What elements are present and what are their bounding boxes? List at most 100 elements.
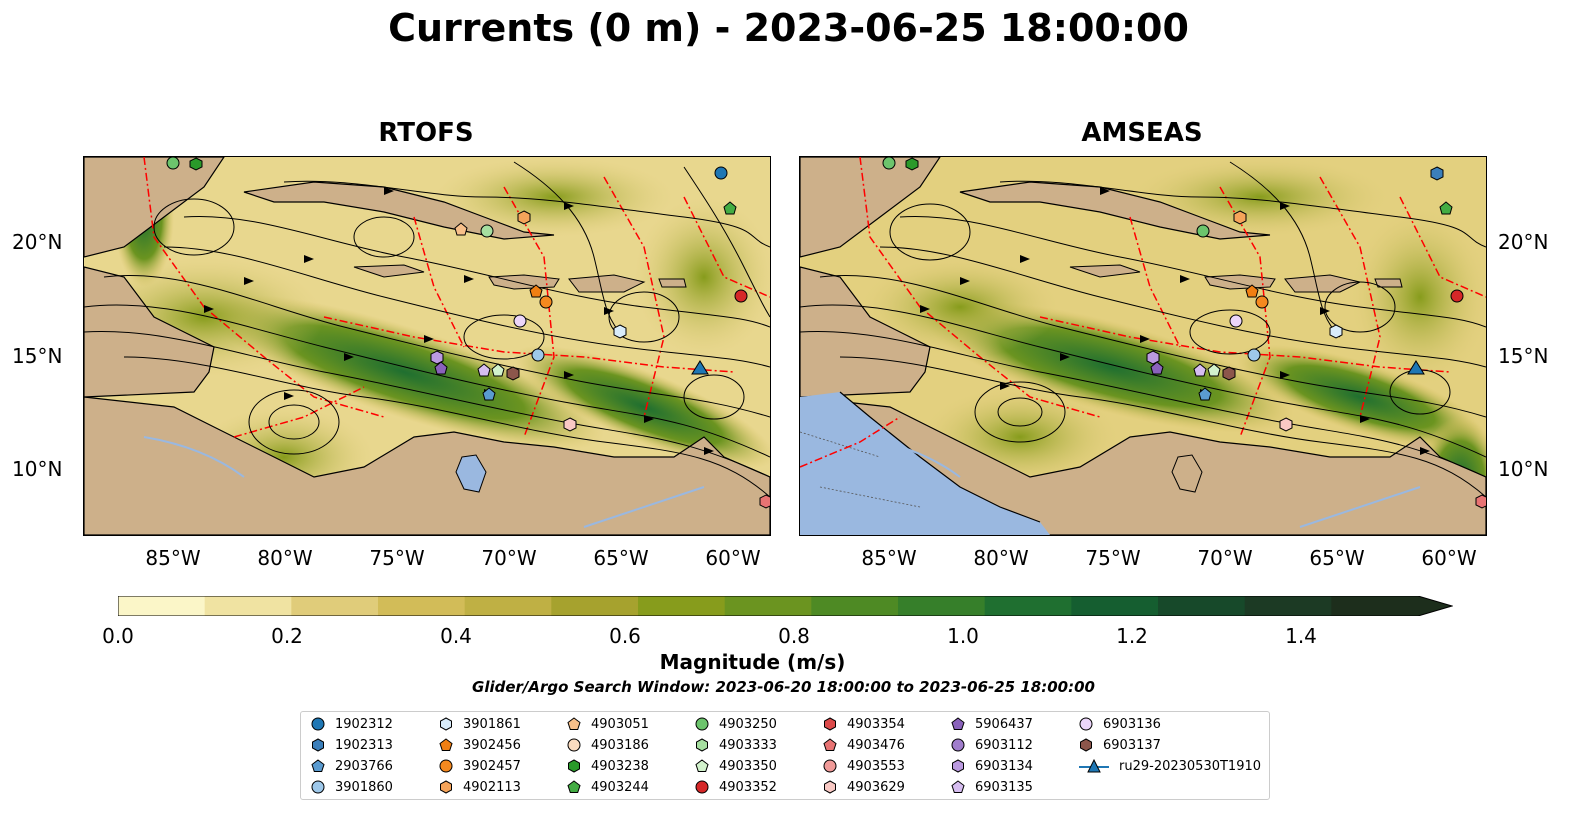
legend-item: 4903250 <box>695 714 777 734</box>
colorbar <box>117 595 1454 620</box>
legend-label: 4903553 <box>847 758 905 774</box>
legend-item: 3901860 <box>311 777 393 797</box>
lat-label-right-20n: 20°N <box>1498 230 1549 254</box>
hexagon-marker-icon <box>312 738 324 752</box>
lon-label-right-85w: 85°W <box>861 546 917 570</box>
legend-item: 1902312 <box>311 714 393 734</box>
legend-label: 4903238 <box>591 758 649 774</box>
colorbar-tick-1: 0.2 <box>271 624 303 648</box>
legend-label: 4902113 <box>463 779 521 795</box>
legend-item: 4903333 <box>695 735 777 755</box>
lon-label-left-75w: 75°W <box>369 546 425 570</box>
legend-item: 6903134 <box>951 756 1033 776</box>
lat-label-right-15n: 15°N <box>1498 344 1549 368</box>
pentagon-marker-icon <box>951 780 965 793</box>
colorbar-tick-4: 0.8 <box>778 624 810 648</box>
legend-item: 5906437 <box>951 714 1033 734</box>
colorbar-tick-0: 0.0 <box>102 624 134 648</box>
colorbar-segment <box>1158 596 1246 616</box>
legend-label: 4903629 <box>847 779 905 795</box>
colorbar-label: Magnitude (m/s) <box>659 650 846 674</box>
colorbar-segment <box>724 596 812 616</box>
legend-label: 3902457 <box>463 758 521 774</box>
lat-label-left-10n: 10°N <box>12 457 63 481</box>
legend-item: 4903476 <box>823 735 905 755</box>
legend-label: 3902456 <box>463 737 521 753</box>
legend-item: 6903137 <box>1079 735 1161 755</box>
legend-item: 6903112 <box>951 735 1033 755</box>
colorbar-tick-5: 1.0 <box>947 624 979 648</box>
legend-label: 4903354 <box>847 716 905 732</box>
hexagon-marker-icon <box>440 717 452 731</box>
colorbar-tick-2: 0.4 <box>440 624 472 648</box>
colorbar-segment <box>378 596 466 616</box>
circle-marker-icon <box>1079 717 1093 731</box>
legend-label: 4903350 <box>719 758 777 774</box>
legend-label: 6903135 <box>975 779 1033 795</box>
lon-label-left-65w: 65°W <box>593 546 649 570</box>
float-legend: 1902312 1902313 2903766 3901860 3901861 39024… <box>300 711 1270 800</box>
legend-label: 4903352 <box>719 779 777 795</box>
search-window-text: Glider/Argo Search Window: 2023-06-20 18… <box>472 678 1095 696</box>
legend-label: 6903137 <box>1103 737 1161 753</box>
legend-label: 4903244 <box>591 779 649 795</box>
legend-item: 4903553 <box>823 756 905 776</box>
hexagon-marker-icon <box>1080 738 1092 752</box>
colorbar-segment <box>204 596 292 616</box>
circle-marker-icon <box>695 717 709 731</box>
legend-item: 4903352 <box>695 777 777 797</box>
hexagon-marker-icon <box>824 717 836 731</box>
pentagon-marker-icon <box>311 759 325 772</box>
colorbar-segment <box>291 596 379 616</box>
legend-label: ru29-20230530T1910 <box>1119 758 1262 774</box>
legend-item: 4903350 <box>695 756 777 776</box>
legend-item: 4903244 <box>567 777 649 797</box>
colorbar-segment <box>811 596 899 616</box>
lon-label-right-80w: 80°W <box>973 546 1029 570</box>
rtofs-map[interactable] <box>83 156 771 536</box>
lat-label-left-15n: 15°N <box>12 344 63 368</box>
lon-label-left-70w: 70°W <box>481 546 537 570</box>
legend-item: 4903354 <box>823 714 905 734</box>
hexagon-marker-icon <box>568 759 580 773</box>
circle-marker-icon <box>695 780 709 794</box>
pentagon-marker-icon <box>567 780 581 793</box>
panel-title-amseas: AMSEAS <box>1081 118 1203 148</box>
legend-label: 6903134 <box>975 758 1033 774</box>
lon-label-right-75w: 75°W <box>1085 546 1141 570</box>
legend-label: 6903136 <box>1103 716 1161 732</box>
lon-label-right-65w: 65°W <box>1309 546 1365 570</box>
hexagon-marker-icon <box>440 780 452 794</box>
circle-marker-icon <box>567 738 581 752</box>
legend-item: 4902113 <box>439 777 521 797</box>
hexagon-marker-icon <box>952 759 964 773</box>
legend-label: 6903112 <box>975 737 1033 753</box>
colorbar-segment <box>1244 596 1332 616</box>
colorbar-outline <box>117 595 1454 617</box>
legend-item: 4903186 <box>567 735 649 755</box>
colorbar-segment <box>1071 596 1159 616</box>
colorbar-segment <box>984 596 1072 616</box>
colorbar-segment <box>1331 596 1419 616</box>
legend-label: 3901861 <box>463 716 521 732</box>
circle-marker-icon <box>951 738 965 752</box>
circle-marker-icon <box>311 717 325 731</box>
colorbar-segment <box>118 596 206 616</box>
legend-label: 5906437 <box>975 716 1033 732</box>
legend-label: 1902312 <box>335 716 393 732</box>
amseas-map[interactable] <box>799 156 1487 536</box>
legend-item: 3901861 <box>439 714 521 734</box>
circle-marker-icon <box>439 759 453 773</box>
colorbar-tick-7: 1.4 <box>1285 624 1317 648</box>
triangle-line-marker-icon <box>1079 759 1109 773</box>
legend-item: 4903629 <box>823 777 905 797</box>
legend-item: 6903136 <box>1079 714 1161 734</box>
legend-label: 4903250 <box>719 716 777 732</box>
lat-label-left-20n: 20°N <box>12 230 63 254</box>
colorbar-tick-6: 1.2 <box>1116 624 1148 648</box>
legend-item: 2903766 <box>311 756 393 776</box>
pentagon-marker-icon <box>695 759 709 772</box>
pentagon-marker-icon <box>951 717 965 730</box>
colorbar-segment <box>898 596 986 616</box>
legend-item: 1902313 <box>311 735 393 755</box>
